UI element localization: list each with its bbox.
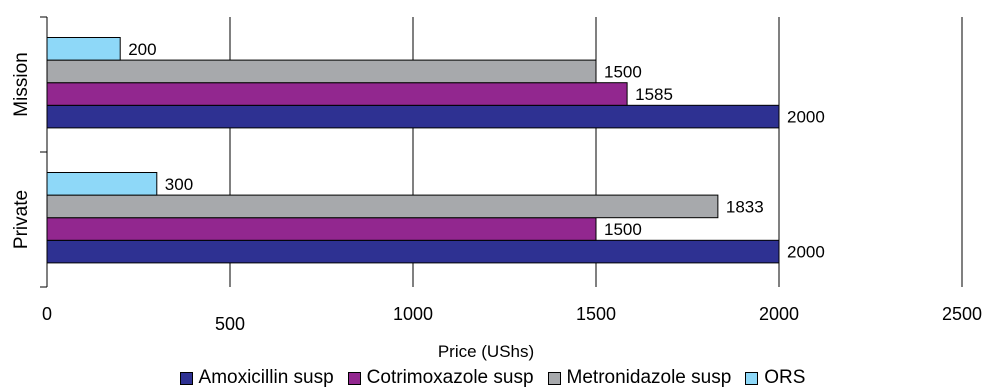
x-tick-label: 1500 xyxy=(576,304,616,324)
legend-item: Metronidazole susp xyxy=(547,367,732,389)
bar xyxy=(46,239,780,264)
legend: Amoxicillin susp Cotrimoxazole susp Metron… xyxy=(0,367,985,389)
data-label: 2000 xyxy=(787,108,825,127)
data-label: 200 xyxy=(128,40,156,59)
category-label: Private xyxy=(11,190,32,249)
x-tick-label: 1000 xyxy=(393,304,433,324)
legend-swatch xyxy=(347,371,361,385)
legend-label: Metronidazole susp xyxy=(566,367,732,388)
bar xyxy=(46,194,719,219)
bar xyxy=(46,59,597,84)
legend-swatch xyxy=(745,371,759,385)
bar xyxy=(46,104,780,129)
legend-label: Amoxicillin susp xyxy=(198,367,334,388)
x-tick-label: 500 xyxy=(215,314,245,334)
x-tick-label: 2000 xyxy=(759,304,799,324)
x-tick-label: 2500 xyxy=(942,304,982,324)
data-label: 2000 xyxy=(787,243,825,262)
x-axis-title: Price (UShs) xyxy=(438,342,534,361)
legend-label: Cotrimoxazole susp xyxy=(366,367,534,388)
legend-swatch xyxy=(547,371,561,385)
bar xyxy=(46,37,121,61)
legend-item: Amoxicillin susp xyxy=(179,367,334,389)
data-label: 300 xyxy=(165,175,193,194)
legend-swatch xyxy=(179,371,193,385)
category-label: Mission xyxy=(11,52,32,116)
legend-item: Cotrimoxazole susp xyxy=(347,367,534,389)
legend-item: ORS xyxy=(745,367,805,389)
data-label: 1585 xyxy=(635,85,673,104)
bar xyxy=(46,217,597,241)
bar xyxy=(46,82,628,106)
bar xyxy=(46,172,158,196)
x-tick-label: 0 xyxy=(42,304,52,324)
data-label: 1500 xyxy=(604,220,642,239)
legend-label: ORS xyxy=(764,367,806,388)
data-label: 1833 xyxy=(726,197,764,216)
data-label: 1500 xyxy=(604,62,642,81)
